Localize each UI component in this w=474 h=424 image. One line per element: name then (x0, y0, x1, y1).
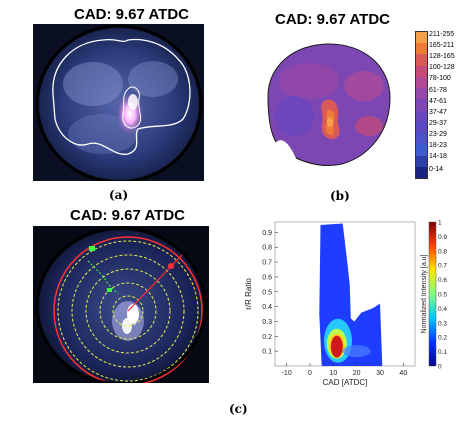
colorbar-swatch (416, 88, 427, 100)
panel-c-title: CAD: 9.67 ATDC (70, 207, 186, 224)
y-tick-label: 0.1 (262, 349, 272, 356)
y-tick-label: 0.6 (262, 274, 272, 281)
colorbar-swatch (416, 54, 427, 66)
colorbar-label: 61-78 (429, 87, 447, 94)
panel-b-temperature-map (254, 36, 400, 170)
colorbar-label: Normalized Intensity [a.u] (421, 254, 428, 333)
colorbar-swatch (416, 133, 427, 145)
colorbar-tick-label: 0.2 (438, 335, 447, 342)
colorbar-tick-label: 0.3 (438, 320, 447, 327)
y-tick-label: 0.3 (262, 319, 272, 326)
colorbar-tick-label: 0.7 (438, 263, 447, 270)
colorbar-tick-label: 0.6 (438, 277, 447, 284)
colorbar-swatch (416, 43, 427, 55)
colorbar-tick-label: 0.1 (438, 349, 447, 356)
colorbar-swatch (416, 155, 427, 167)
y-tick-label: 0.9 (262, 230, 272, 237)
panel-a-title: CAD: 9.67 ATDC (74, 6, 190, 23)
colorbar-tick-label: 1 (438, 220, 442, 227)
colorbar-swatch (416, 144, 427, 156)
colorbar-swatch (416, 121, 427, 134)
y-tick-label: 0.5 (262, 289, 272, 296)
colorbar-swatch (416, 99, 427, 111)
colorbar (428, 221, 437, 367)
colorbar-label: 0-14 (429, 166, 444, 173)
colorbar-label: 14-18 (429, 153, 447, 160)
colorbar-tick-label: 0.8 (438, 248, 447, 255)
x-axis-label: CAD [ATDC] (323, 378, 368, 387)
panel-c-radial-analysis-image (33, 226, 209, 383)
colorbar-label: 47-61 (429, 98, 447, 105)
colorbar-label: 37-47 (429, 109, 447, 116)
panel-c-caption: (c) (229, 402, 248, 416)
colorbar-tick-label: 0.9 (438, 234, 447, 241)
heatmap-region-peak (330, 335, 343, 358)
colorbar-label: 100-128 (429, 64, 455, 71)
heatmap-region-tail (342, 345, 371, 358)
panel-b-colorbar (415, 31, 428, 179)
x-tick-label: 20 (353, 370, 361, 377)
colorbar-swatch (416, 76, 427, 89)
panel-b-caption: (b) (330, 189, 350, 203)
colorbar-label: 23-29 (429, 131, 447, 138)
heatmap-chart: -10 0 10 20 30 40 0.1 0.2 0.3 0.4 0.5 0.6 0.7 0.8 0.9 C… (225, 218, 474, 390)
panel-a-luminosity-image (33, 24, 204, 181)
colorbar-swatch (416, 110, 427, 122)
colorbar-label: 18-23 (429, 142, 447, 149)
x-tick-label: -10 (282, 370, 292, 377)
colorbar-tick-label: 0.4 (438, 306, 447, 313)
x-tick-label: 30 (376, 370, 384, 377)
x-tick-label: 40 (399, 370, 407, 377)
colorbar-swatch (416, 32, 427, 44)
colorbar-swatch (416, 166, 427, 179)
colorbar-tick-label: 0 (438, 364, 442, 371)
y-tick-label: 0.4 (262, 304, 272, 311)
colorbar-tick-label: 0.5 (438, 292, 447, 299)
panel-a-caption: (a) (109, 188, 129, 202)
y-axis-label: r/R Ratio (244, 278, 253, 310)
colorbar-label: 29-37 (429, 120, 447, 127)
colorbar-label: 165-211 (429, 42, 455, 49)
y-tick-label: 0.8 (262, 245, 272, 252)
x-tick-label: 10 (329, 370, 337, 377)
y-tick-label: 0.7 (262, 260, 272, 267)
panel-b-title: CAD: 9.67 ATDC (275, 11, 391, 28)
y-tick-label: 0.2 (262, 334, 272, 341)
colorbar-label: 78-100 (429, 75, 451, 82)
colorbar-label: 211-255 (429, 31, 455, 38)
colorbar-swatch (416, 65, 427, 77)
colorbar-label: 128-165 (429, 53, 455, 60)
x-tick-label: 0 (308, 370, 312, 377)
